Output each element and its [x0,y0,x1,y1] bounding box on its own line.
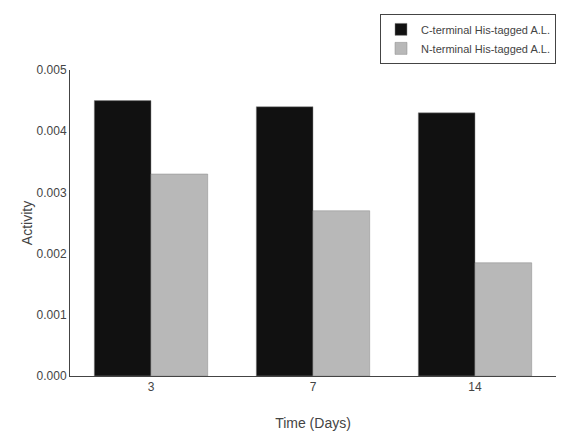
svg-text:3: 3 [148,380,155,394]
svg-text:0.004: 0.004 [37,124,67,138]
svg-text:0.005: 0.005 [37,63,67,77]
svg-text:C-terminal His-tagged A.L.: C-terminal His-tagged A.L. [421,24,550,36]
svg-text:7: 7 [310,380,317,394]
svg-text:0.002: 0.002 [37,247,67,261]
svg-text:Activity: Activity [19,201,35,245]
svg-text:N-terminal His-tagged A.L.: N-terminal His-tagged A.L. [421,43,550,55]
svg-text:Time (Days): Time (Days) [275,415,351,431]
svg-text:14: 14 [468,380,482,394]
svg-text:0.003: 0.003 [37,186,67,200]
svg-text:0.001: 0.001 [37,308,67,322]
svg-text:0.000: 0.000 [37,369,67,383]
